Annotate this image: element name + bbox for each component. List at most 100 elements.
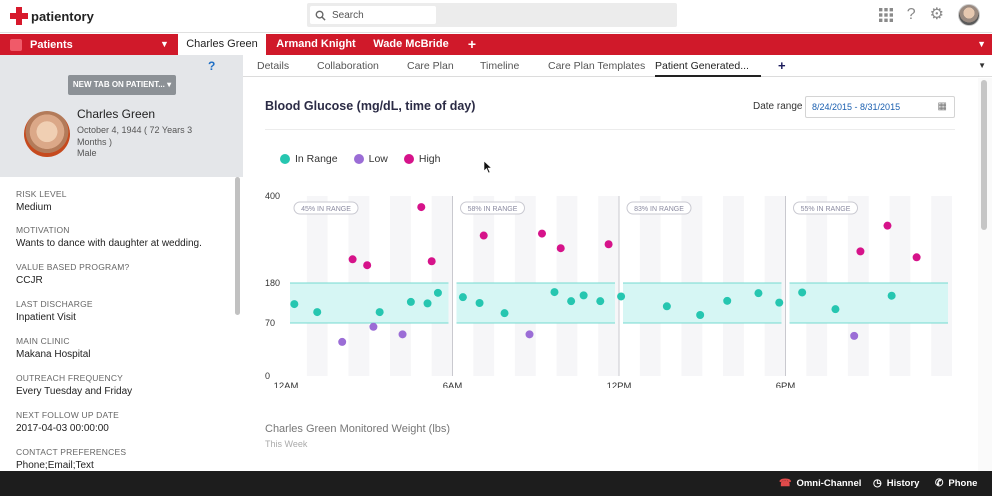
- mouse-cursor-icon: [483, 160, 493, 174]
- field-value: CCJR: [16, 275, 43, 286]
- glucose-reading-point: [775, 298, 784, 307]
- tab-patient-generated[interactable]: Patient Generated...: [655, 55, 761, 77]
- glucose-reading-point: [479, 231, 488, 240]
- omni-channel-icon: ☎: [779, 478, 792, 489]
- legend-swatch-icon: [280, 154, 290, 164]
- glucose-reading-point: [537, 229, 546, 238]
- chevron-down-icon[interactable]: ▼: [160, 39, 169, 49]
- glucose-reading-point: [883, 221, 892, 230]
- settings-gear-icon[interactable]: ⚙: [929, 6, 944, 23]
- legend-label: In Range: [295, 153, 338, 165]
- subtab-overflow-chevron-icon[interactable]: ▼: [978, 61, 986, 70]
- in-range-badge-label: 55% IN RANGE: [801, 206, 851, 213]
- search-input[interactable]: Search: [310, 6, 436, 24]
- y-tick-label: 400: [265, 191, 280, 201]
- apps-grid-icon[interactable]: [878, 8, 893, 22]
- new-tab-on-patient-button[interactable]: NEW TAB ON PATIENT... ▾: [68, 75, 176, 95]
- tab-charles-green[interactable]: Charles Green: [178, 34, 266, 55]
- glucose-reading-point: [617, 292, 626, 301]
- target-range-band: [290, 283, 449, 323]
- glucose-reading-point: [856, 247, 865, 256]
- glucose-reading-point: [313, 308, 322, 317]
- phone-label: Phone: [948, 478, 978, 489]
- y-tick-label: 70: [265, 318, 275, 328]
- glucose-reading-point: [427, 257, 436, 266]
- glucose-reading-point: [417, 203, 426, 212]
- field-main-clinic: MAIN CLINIC Makana Hospital: [16, 336, 90, 360]
- tab-armand-knight[interactable]: Armand Knight: [276, 38, 356, 50]
- blood-glucose-chart: 45% IN RANGE 58% IN RANGE 83% IN RANGE 55% …: [265, 191, 952, 388]
- history-button[interactable]: ◷ History: [873, 471, 919, 496]
- field-value: Phone;Email;Text: [16, 460, 94, 471]
- workspace-tab-bar: Patients ▼ Charles Green Armand Knight W…: [0, 34, 992, 55]
- search-bar: Search: [307, 3, 677, 27]
- field-next-follow-up: NEXT FOLLOW UP DATE 2017-04-03 00:00:00: [16, 410, 119, 434]
- add-tab-button[interactable]: +: [467, 36, 477, 52]
- brand-logo[interactable]: patientory: [10, 6, 94, 26]
- field-outreach-frequency: OUTREACH FREQUENCY Every Tuesday and Fri…: [16, 373, 132, 397]
- scrollbar-thumb[interactable]: [981, 80, 987, 230]
- tab-timeline[interactable]: Timeline: [480, 60, 520, 72]
- glucose-reading-point: [525, 330, 534, 339]
- add-subtab-button[interactable]: +: [778, 58, 786, 73]
- field-value: Wants to dance with daughter at wedding.: [16, 238, 202, 249]
- chart-title: Blood Glucose (mg/dL, time of day): [265, 99, 476, 113]
- glucose-reading-point: [887, 291, 896, 300]
- tab-overflow-chevron-icon[interactable]: ▼: [977, 39, 986, 49]
- patient-avatar: [24, 111, 70, 157]
- legend-item-low[interactable]: Low: [353, 153, 388, 165]
- field-value-based-program: VALUE BASED PROGRAM? CCJR: [16, 262, 129, 286]
- tab-wade-mcbride[interactable]: Wade McBride: [373, 38, 449, 50]
- x-tick-label: 6AM: [443, 381, 463, 388]
- legend-item-in-range[interactable]: In Range: [280, 153, 338, 165]
- field-value: Inpatient Visit: [16, 312, 76, 323]
- help-icon[interactable]: ?: [906, 6, 916, 23]
- glucose-reading-point: [550, 288, 559, 297]
- medical-cross-icon: [10, 7, 28, 25]
- glucose-reading-point: [754, 289, 763, 298]
- glucose-reading-point: [500, 309, 509, 318]
- weight-chart-subtitle: This Week: [265, 439, 308, 449]
- field-value: Medium: [16, 202, 52, 213]
- omni-channel-label: Omni-Channel: [796, 478, 862, 489]
- target-range-band: [789, 283, 948, 323]
- calendar-icon[interactable]: ▦: [937, 101, 947, 112]
- glucose-reading-point: [567, 297, 576, 306]
- x-tick-label: 6PM: [776, 381, 796, 388]
- glucose-reading-point: [398, 330, 407, 339]
- sidebar-scrollbar[interactable]: [233, 177, 243, 471]
- patient-card: ? NEW TAB ON PATIENT... ▾ Charles Green …: [0, 55, 243, 177]
- app-label: Patients: [30, 38, 73, 51]
- header-actions: ? ⚙: [878, 4, 980, 26]
- field-label: LAST DISCHARGE: [16, 299, 93, 309]
- date-range-picker[interactable]: 8/24/2015 - 8/31/2015 ▦: [805, 96, 955, 118]
- in-range-badge: [626, 201, 692, 215]
- x-tick-label: 12AM: [274, 381, 299, 388]
- patients-app-icon: [10, 38, 22, 51]
- legend-item-high[interactable]: High: [403, 153, 441, 165]
- glucose-reading-point: [363, 261, 372, 270]
- app-navigation-menu[interactable]: Patients ▼: [0, 34, 178, 55]
- main-scrollbar[interactable]: [978, 78, 992, 471]
- glucose-reading-point: [338, 337, 347, 346]
- in-range-badge-label: 45% IN RANGE: [301, 206, 351, 213]
- tab-collaboration[interactable]: Collaboration: [317, 60, 379, 72]
- patient-sidebar: ? NEW TAB ON PATIENT... ▾ Charles Green …: [0, 55, 243, 471]
- glucose-reading-point: [475, 299, 484, 307]
- glucose-reading-point: [556, 244, 565, 253]
- scrollbar-thumb[interactable]: [235, 177, 240, 315]
- patient-details-list: RISK LEVEL Medium MOTIVATION Wants to da…: [0, 177, 233, 471]
- phone-button[interactable]: ✆ Phone: [935, 471, 977, 496]
- glucose-reading-point: [458, 293, 467, 302]
- tab-care-plan[interactable]: Care Plan: [407, 60, 454, 72]
- y-tick-label: 0: [265, 371, 270, 381]
- field-value: Makana Hospital: [16, 349, 91, 360]
- omni-channel-button[interactable]: ☎ Omni-Channel: [779, 471, 861, 496]
- tab-care-plan-templates[interactable]: Care Plan Templates: [548, 60, 646, 72]
- field-risk-level: RISK LEVEL Medium: [16, 189, 67, 213]
- tab-details[interactable]: Details: [257, 60, 290, 72]
- help-icon[interactable]: ?: [208, 59, 216, 73]
- brand-name: patientory: [31, 8, 94, 24]
- glucose-reading-point: [912, 253, 921, 262]
- user-avatar[interactable]: [958, 4, 980, 26]
